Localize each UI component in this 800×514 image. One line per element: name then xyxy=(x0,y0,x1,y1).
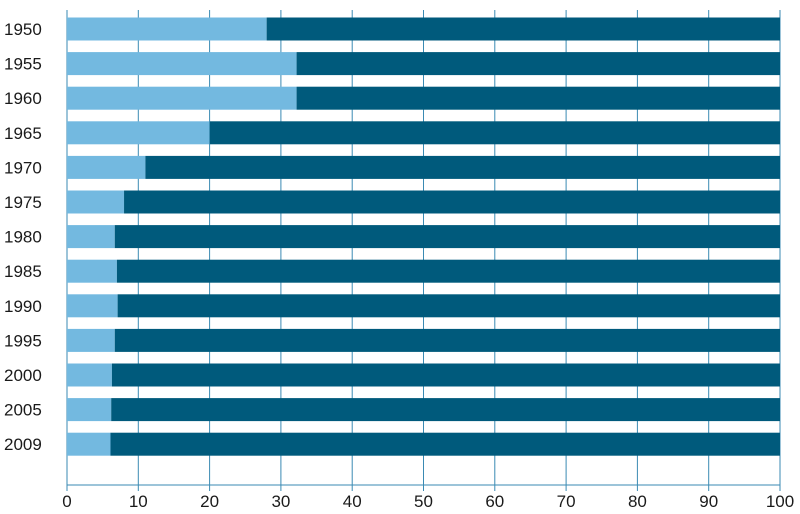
y-tick-labels: 1950 1955 1960 1965 1970 1975 1980 1985 1990 1995… xyxy=(4,20,42,454)
x-tick-label: 0 xyxy=(62,492,71,511)
x-tick-label: 80 xyxy=(628,492,647,511)
x-tick-label: 100 xyxy=(766,492,794,511)
bar-1995-segment-1 xyxy=(67,328,115,352)
y-tick-label: 2009 xyxy=(4,435,42,454)
bar-1950-segment-1 xyxy=(67,17,267,41)
bar-2009-segment-2 xyxy=(110,432,781,456)
y-tick-label: 1960 xyxy=(4,89,42,108)
bar-2000-segment-1 xyxy=(67,363,112,387)
x-tick-label: 30 xyxy=(271,492,290,511)
bar-1965-segment-2 xyxy=(209,121,781,145)
bar-1950-segment-2 xyxy=(266,17,780,41)
bar-1985-segment-1 xyxy=(67,259,117,283)
y-tick-label: 1955 xyxy=(4,55,42,74)
x-axis: 0 10 20 30 40 50 60 70 80 90 100 xyxy=(62,484,794,511)
y-tick-label: 2000 xyxy=(4,366,42,385)
bar-1965-segment-1 xyxy=(67,121,210,145)
bar-1975-segment-1 xyxy=(67,190,125,214)
x-tick-label: 20 xyxy=(200,492,219,511)
y-tick-label: 1965 xyxy=(4,124,42,143)
bar-1955-segment-2 xyxy=(296,52,780,76)
bar-1970-segment-1 xyxy=(67,155,146,179)
x-tick-label: 50 xyxy=(414,492,433,511)
x-tick-label: 40 xyxy=(343,492,362,511)
bar-1985-segment-2 xyxy=(116,259,780,283)
bar-1975-segment-2 xyxy=(124,190,781,214)
bar-1990-segment-2 xyxy=(117,294,781,318)
x-tick-label: 10 xyxy=(129,492,148,511)
bar-1990-segment-1 xyxy=(67,294,118,318)
y-tick-label: 1980 xyxy=(4,228,42,247)
bar-2005-segment-2 xyxy=(111,398,781,422)
x-tick-label: 70 xyxy=(557,492,576,511)
bar-1970-segment-2 xyxy=(145,155,780,179)
bar-1995-segment-2 xyxy=(114,328,781,352)
y-tick-label: 2005 xyxy=(4,401,42,420)
bar-2005-segment-1 xyxy=(67,398,112,422)
y-tick-label: 1990 xyxy=(4,297,42,316)
bar-1980-segment-1 xyxy=(67,225,115,249)
bar-1960-segment-2 xyxy=(296,86,780,110)
x-tick-label: 90 xyxy=(699,492,718,511)
bar-1960-segment-1 xyxy=(67,86,297,110)
bars xyxy=(67,17,781,456)
bar-2000-segment-2 xyxy=(111,363,780,387)
y-tick-label: 1975 xyxy=(4,193,42,212)
bar-2009-segment-1 xyxy=(67,432,111,456)
y-tick-label: 1995 xyxy=(4,331,42,350)
y-tick-label: 1950 xyxy=(4,20,42,39)
y-tick-label: 1970 xyxy=(4,158,42,177)
bar-1980-segment-2 xyxy=(114,225,781,249)
y-tick-label: 1985 xyxy=(4,262,42,281)
x-tick-label: 60 xyxy=(485,492,504,511)
bar-1955-segment-1 xyxy=(67,52,297,76)
